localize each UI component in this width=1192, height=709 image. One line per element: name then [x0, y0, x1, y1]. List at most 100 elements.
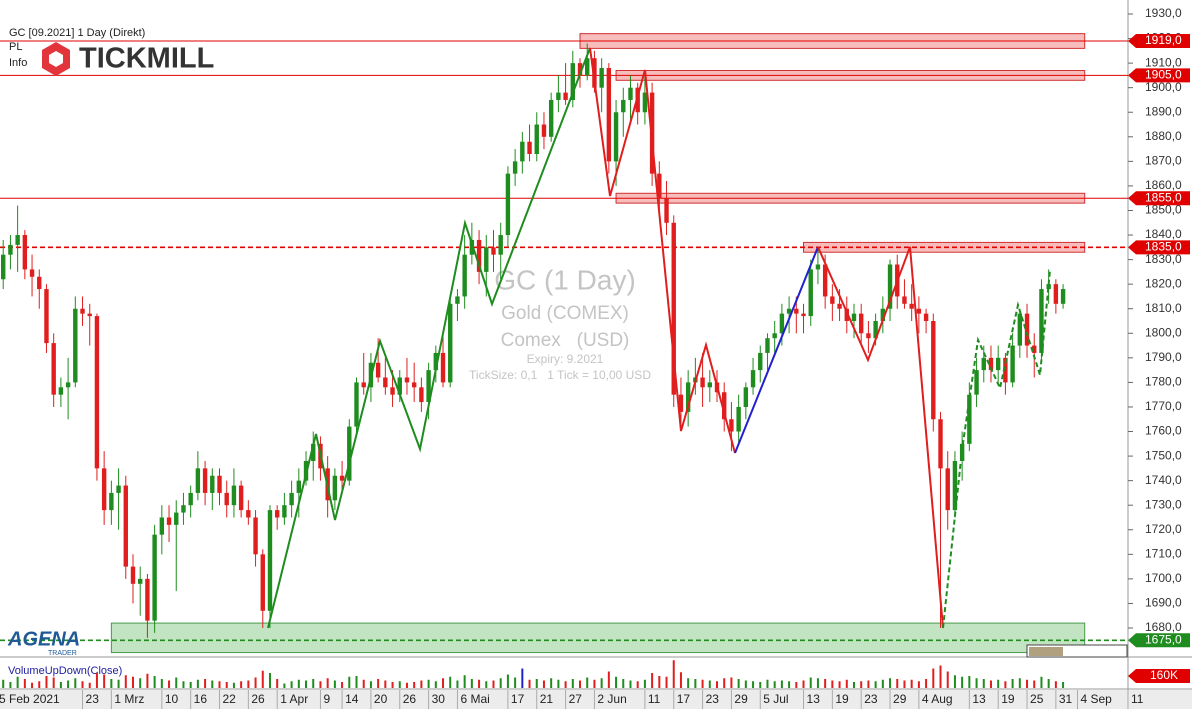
scroll-thumb[interactable] [1029, 647, 1063, 656]
volume-bar [852, 682, 855, 688]
candle-body [238, 485, 244, 511]
candle-body [916, 308, 922, 314]
volume-bar [701, 679, 704, 688]
candle-body [101, 468, 107, 511]
volume-bar [189, 682, 192, 688]
watermark-exchange: Comex (USD) [501, 330, 630, 351]
volume-bar [442, 678, 445, 688]
candle-body [945, 468, 950, 511]
y-tick-label: 1690,0 [1145, 596, 1182, 610]
volume-bar [593, 679, 596, 688]
candle-body [116, 485, 121, 493]
volume-bar [579, 680, 582, 688]
candle-body [246, 510, 251, 518]
menu-item[interactable]: Info [9, 57, 27, 69]
candle-body [73, 308, 78, 383]
candle-body [678, 394, 684, 412]
volume-bar [16, 676, 19, 688]
x-tick-label: 6 Mai [460, 692, 489, 706]
y-tick-label: 1750,0 [1145, 448, 1182, 462]
volume-bar [131, 676, 134, 688]
candle-body [707, 382, 712, 388]
y-tick-label: 1880,0 [1145, 129, 1182, 143]
volume-bar [175, 677, 178, 688]
y-tick-label: 1810,0 [1145, 301, 1182, 315]
volume-bar [492, 680, 495, 688]
x-tick-label: 29 [734, 692, 748, 706]
candle-body [476, 239, 482, 272]
volume-bar [564, 681, 567, 688]
level-label: 1919,0 [1145, 33, 1182, 47]
x-tick-label: 25 [1030, 692, 1044, 706]
volume-bar [889, 678, 892, 688]
volume-bar [218, 681, 221, 688]
candle-body [995, 357, 1001, 371]
candle-body [109, 492, 114, 511]
candle-body [195, 468, 201, 493]
candle-body [332, 475, 338, 501]
volume-bar [744, 680, 747, 688]
volume-bar [405, 682, 408, 688]
watermark-title: GC (1 Day) [494, 264, 636, 295]
volume-bar [514, 677, 517, 688]
x-tick-label: 19 [1001, 692, 1015, 706]
volume-bar [968, 676, 971, 688]
level-marker [1128, 191, 1190, 206]
candle-body [1003, 357, 1008, 383]
menu-item[interactable]: PL [9, 41, 22, 53]
candle-body [138, 578, 143, 584]
volume-bar [103, 674, 106, 688]
x-tick-label: 26 [403, 692, 417, 706]
y-tick-label: 1930,0 [1145, 6, 1182, 20]
volume-bar [326, 678, 329, 688]
candle-body [87, 313, 92, 317]
volume-bar [1018, 678, 1021, 688]
volume-bar [557, 679, 560, 688]
candle-body [29, 269, 35, 277]
candle-body [448, 303, 453, 383]
volume-bar [204, 679, 207, 688]
volume-bar [369, 681, 372, 688]
level-label: 1905,0 [1145, 68, 1182, 82]
volume-bar [59, 682, 62, 688]
volume-bar [2, 679, 5, 688]
candle-body [361, 382, 366, 388]
candle-body [837, 303, 842, 309]
candle-body [880, 308, 886, 322]
volume-bar [939, 665, 942, 688]
volume-bar [211, 680, 214, 688]
y-tick-label: 1740,0 [1145, 473, 1182, 487]
volume-bar [1033, 680, 1036, 688]
trend-lines [267, 47, 1051, 629]
candle-body [952, 460, 958, 511]
candle-body [181, 505, 186, 513]
candle-body [599, 68, 604, 88]
candle-body [765, 338, 770, 353]
instrument-title: GC [09.2021] 1 Day (Direkt) [9, 27, 145, 39]
candle-body [440, 352, 446, 383]
volume-bar [831, 680, 834, 688]
volume-bar [766, 679, 769, 688]
watermark: GC (1 Day) Gold (COMEX) Comex (USD) Expi… [469, 264, 651, 382]
y-tick-label: 1760,0 [1145, 424, 1182, 438]
volume-bar [961, 676, 964, 688]
candle-body [822, 264, 828, 297]
candle-body [166, 517, 172, 525]
candle-body [1053, 284, 1059, 304]
candle-body [253, 517, 258, 555]
brand-name: TICKMILL [79, 43, 214, 75]
footer-logo: AGENA TRADER [7, 628, 80, 657]
candle-body [411, 382, 417, 388]
brand-logo-inner [49, 51, 63, 67]
candle-body [859, 313, 864, 334]
volume-bar [622, 679, 625, 688]
candle-body [311, 443, 316, 461]
volume-bar [146, 673, 149, 688]
volume-bar [600, 678, 603, 688]
y-tick-label: 1680,0 [1145, 620, 1182, 634]
level-label: 1855,0 [1145, 190, 1182, 204]
y-tick-label: 1770,0 [1145, 399, 1182, 413]
x-tick-label: 1 Apr [280, 692, 308, 706]
volume-bar [723, 678, 726, 688]
volume-bar [672, 660, 675, 688]
